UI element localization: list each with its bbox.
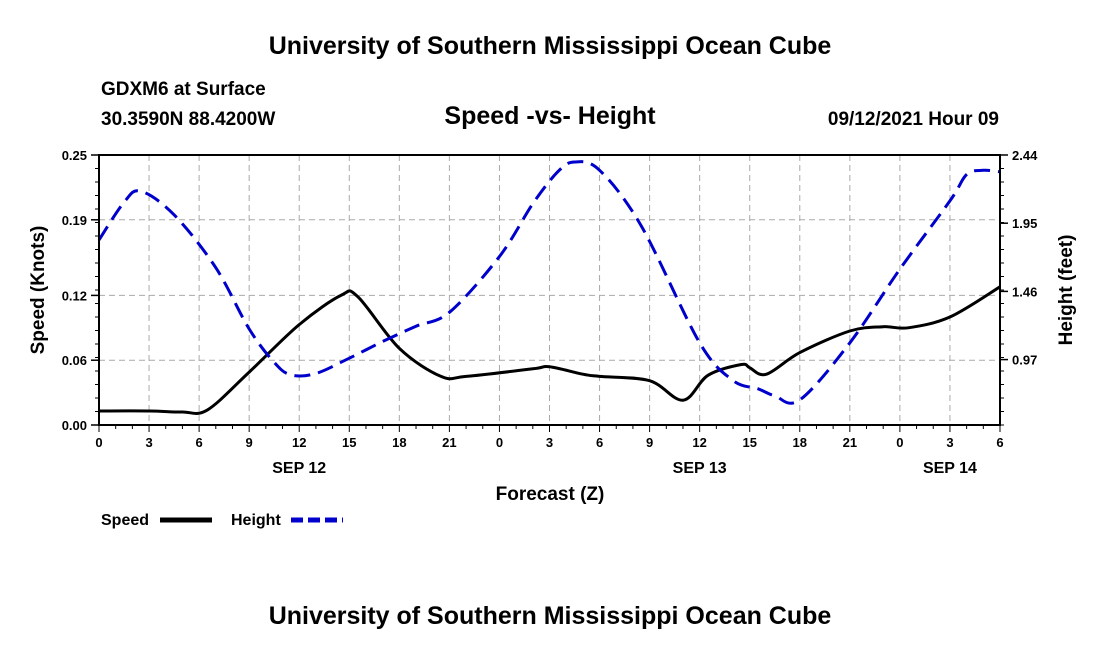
- chart-subtitle: Speed -vs- Height: [444, 102, 656, 130]
- x-tick-label: 9: [246, 435, 253, 450]
- legend: Speed Height: [101, 512, 343, 529]
- x-tick-label: 12: [292, 435, 306, 450]
- x-tick-label: 15: [342, 435, 356, 450]
- x-tick-label: 6: [996, 435, 1003, 450]
- grid-lines: [99, 155, 1000, 425]
- x-tick-label: 18: [392, 435, 406, 450]
- x-tick-label: 0: [95, 435, 102, 450]
- legend-speed-label: Speed: [101, 512, 149, 529]
- y-tick-label: 0.12: [62, 288, 87, 303]
- y2-tick-label: 1.95: [1012, 216, 1037, 231]
- x-tick-label: 12: [692, 435, 706, 450]
- x-tick-label: 6: [195, 435, 202, 450]
- x-axis-title: Forecast (Z): [496, 484, 605, 505]
- x-date-label: SEP 13: [673, 460, 727, 477]
- x-tick-label: 3: [145, 435, 152, 450]
- x-date-label: SEP 14: [923, 460, 977, 477]
- x-date-label: SEP 12: [272, 460, 326, 477]
- station-label: GDXM6 at Surface: [101, 79, 266, 100]
- y2-axis-title: Height (feet): [1056, 235, 1077, 346]
- y-axis-title: Speed (Knots): [28, 226, 49, 355]
- x-tick-label: 18: [793, 435, 807, 450]
- axes: 0 3 6 9 12 15 18 21 0 3 6 9 12 15 18 21 0 3 6 SEP 12 SEP 13 S…: [62, 148, 1038, 477]
- x-tick-label: 3: [546, 435, 553, 450]
- y2-tick-label: 1.46: [1012, 284, 1037, 299]
- forecast-datetime: 09/12/2021 Hour 09: [828, 109, 999, 130]
- data-series: [97, 160, 1001, 415]
- y-tick-label: 0.00: [62, 418, 87, 433]
- chart-main-title: University of Southern Mississippi Ocean…: [269, 32, 832, 60]
- x-tick-label: 9: [646, 435, 653, 450]
- y-tick-label: 0.19: [62, 213, 87, 228]
- speed-series-line: [98, 285, 1001, 415]
- y2-tick-label: 2.44: [1012, 148, 1038, 163]
- x-tick-label: 0: [896, 435, 903, 450]
- legend-height-label: Height: [231, 512, 281, 529]
- x-tick-label: 21: [442, 435, 456, 450]
- y2-tick-label: 0.97: [1012, 353, 1037, 368]
- x-tick-label: 21: [843, 435, 857, 450]
- x-tick-label: 15: [742, 435, 756, 450]
- x-tick-label: 6: [596, 435, 603, 450]
- x-tick-label: 3: [946, 435, 953, 450]
- station-coordinates: 30.3590N 88.4200W: [101, 109, 275, 130]
- height-series-line: [97, 160, 1001, 405]
- y-tick-label: 0.06: [62, 353, 87, 368]
- x-tick-label: 0: [496, 435, 503, 450]
- y-tick-label: 0.25: [62, 148, 87, 163]
- chart-footer-title: University of Southern Mississippi Ocean…: [269, 602, 832, 630]
